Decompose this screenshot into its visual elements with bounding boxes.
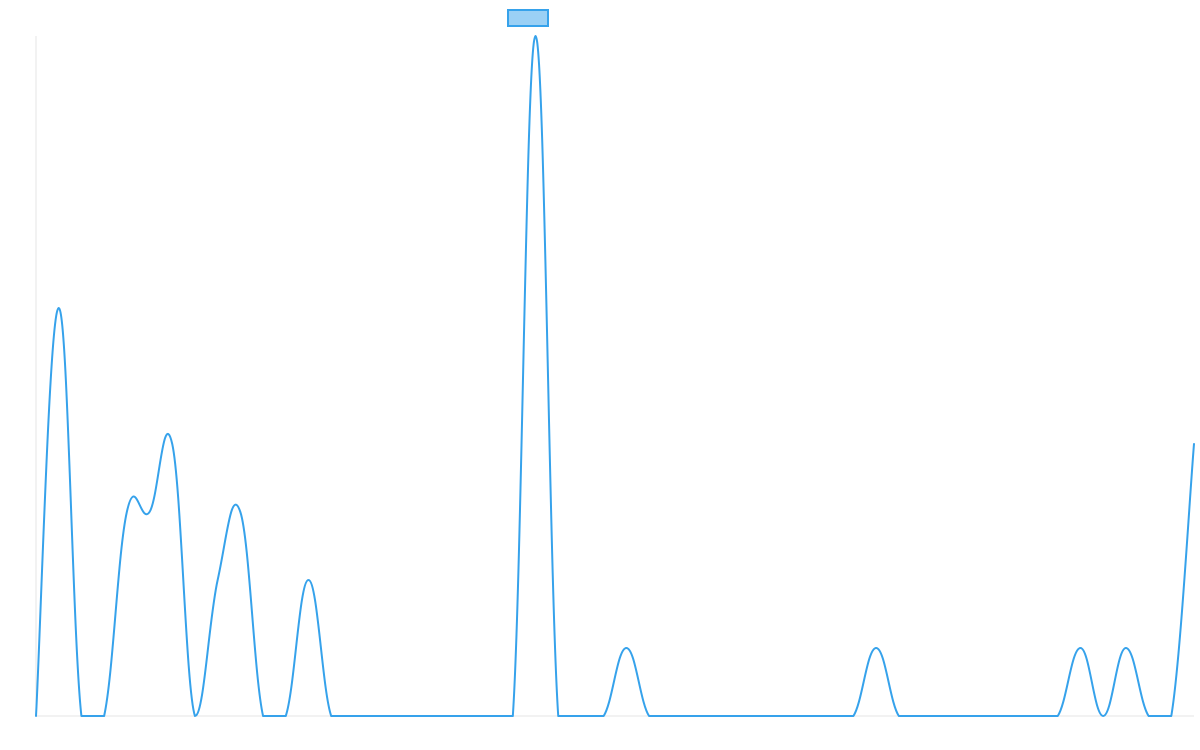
data-points — [33, 33, 1197, 719]
legend — [507, 9, 549, 27]
legend-swatch[interactable] — [507, 9, 549, 27]
series-line[interactable] — [35, 35, 1195, 717]
